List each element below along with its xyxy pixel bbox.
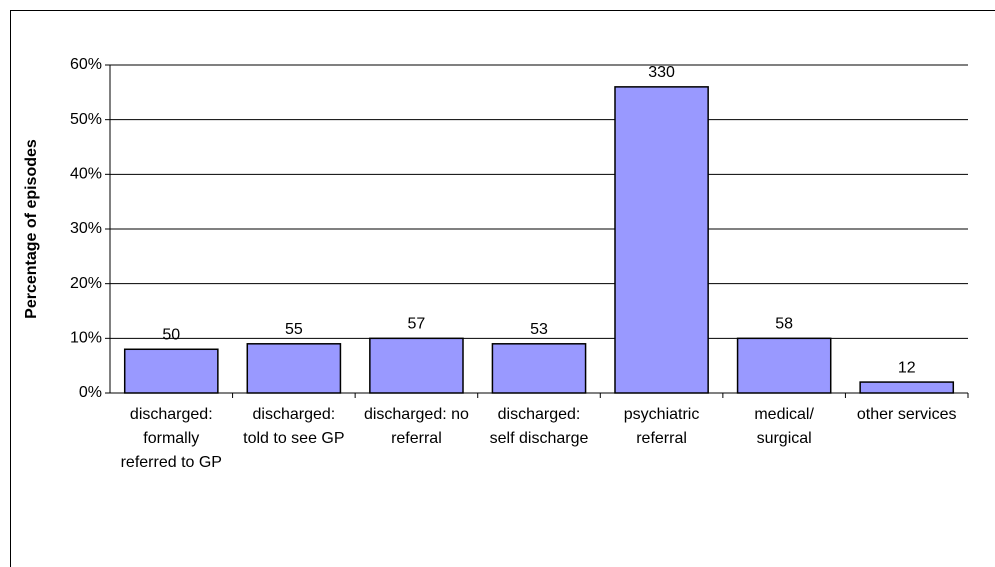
x-tick-label: discharged: self discharge xyxy=(489,406,589,447)
bar xyxy=(736,337,832,394)
y-tick-label: 0% xyxy=(79,384,102,401)
data-label: 330 xyxy=(648,64,675,81)
y-tick-label: 50% xyxy=(70,111,102,128)
bar xyxy=(369,337,464,394)
chart-frame xyxy=(10,10,995,567)
x-tick-label: discharged: formally referred to GP xyxy=(120,406,222,471)
data-label: 57 xyxy=(408,316,426,333)
y-tick-label: 30% xyxy=(70,220,102,237)
y-axis-label: Percentage of episodes xyxy=(23,139,40,319)
bar xyxy=(491,343,587,394)
bar xyxy=(246,343,342,394)
data-label: 58 xyxy=(775,316,793,333)
x-tick-label: psychiatric referral xyxy=(623,406,700,447)
y-tick-label: 20% xyxy=(70,275,102,292)
x-tick-label: other services xyxy=(856,406,957,423)
y-tick-label: 10% xyxy=(70,330,102,347)
bar xyxy=(859,381,955,394)
data-label: 50 xyxy=(162,326,180,343)
data-label: 55 xyxy=(285,321,303,338)
y-tick-label: 60% xyxy=(70,56,102,73)
x-tick-label: discharged: no referral xyxy=(363,406,469,447)
x-tick-label: medical/ surgical xyxy=(754,406,814,447)
x-tick-label: discharged: told to see GP xyxy=(243,406,345,447)
y-tick-label: 40% xyxy=(70,166,102,183)
data-label: 53 xyxy=(530,321,548,338)
bar xyxy=(614,86,709,394)
data-label: 12 xyxy=(898,359,916,376)
bar xyxy=(123,348,219,394)
